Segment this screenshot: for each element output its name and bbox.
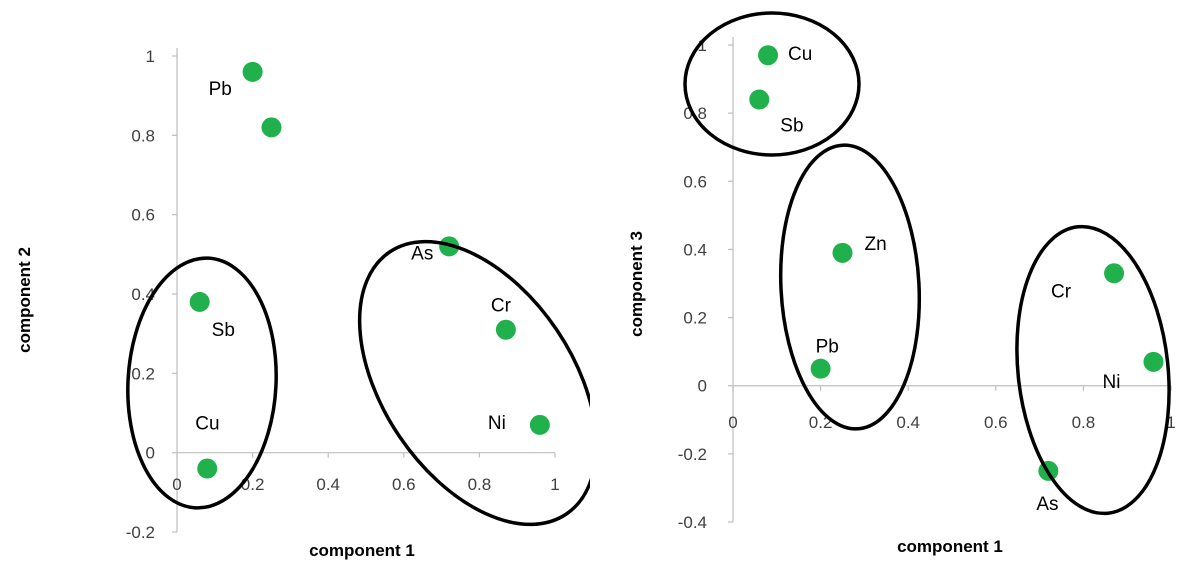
point-label-pb: Pb [816,337,839,358]
data-point-cu [758,45,779,66]
x-tick-label: 0.4 [896,413,920,432]
y-tick-label: 0.6 [131,206,155,225]
x-tick-label: 0 [728,413,737,432]
y-tick-label: -0.2 [126,523,155,542]
data-point-sb [749,89,770,110]
point-label-cu: Cu [788,44,812,65]
y-tick-label: 1 [698,36,707,55]
cluster-ellipse [683,11,861,157]
data-point-cr [1104,263,1125,284]
x-tick-label: 0.4 [316,475,340,494]
data-point-pb [242,61,263,82]
point-label-sb: Sb [780,116,803,137]
scatter-plot-component-1-vs-3: -0.4 -0.2 0 0.2 0.4 0.6 0.8 1 0 0.2 0.4 0.6 0.8 1 comp… [600,0,1179,564]
data-point [261,117,282,138]
data-point-cu [197,458,218,479]
point-label-cr: Cr [491,296,512,317]
y-tick-label: 0.4 [683,240,707,259]
point-label-zn: Zn [865,234,887,255]
point-label-as: As [1036,494,1058,515]
x-tick-label: 0.8 [1072,413,1096,432]
x-tick-label: 0.2 [241,475,265,494]
cluster-ellipse [778,143,922,431]
x-tick-label: 1 [1166,413,1175,432]
data-point-ni [529,414,550,435]
point-label-cu: Cu [195,414,219,435]
cluster-ellipse [357,239,590,527]
y-tick-label: 0 [698,377,707,396]
x-axis-title: component 1 [309,541,415,560]
y-tick-label: -0.4 [678,513,707,532]
x-tick-label: 0.8 [468,475,492,494]
y-axis-title: component 2 [15,247,34,353]
y-axis-title: component 3 [627,231,646,337]
data-point-cr [495,319,516,340]
x-tick-label: 1 [550,475,559,494]
y-tick-label: 0.8 [131,126,155,145]
scatter-plot-right-svg: -0.4-0.200.20.40.60.810 0.2 0.4 0.6 0.8 1comp… [627,11,1176,556]
point-label-ni: Ni [488,413,506,434]
data-point-sb [189,291,210,312]
cluster-ellipse [126,256,278,510]
data-point-pb [810,358,831,379]
point-label-sb: Sb [212,320,235,341]
y-tick-label: 0.6 [683,172,707,191]
x-tick-label: 0.6 [392,475,416,494]
scatter-plot-left-svg: -0.200.20.40.60.810 0.2 0.4 0.6 0.8 1componen… [15,47,590,560]
x-tick-label: 0 [172,475,181,494]
point-label-as: As [411,243,433,264]
y-tick-label: 0.2 [683,309,707,328]
y-tick-label: 0 [146,444,155,463]
point-label-ni: Ni [1102,372,1120,393]
y-tick-label: -0.2 [678,445,707,464]
data-point-ni [1143,351,1164,372]
scatter-plot-component-1-vs-2: -0.2 0 0.2 0.4 0.6 0.8 1 0 0.2 0.4 0.6 0.8 1 componen… [15,47,590,560]
y-tick-label: 1 [146,47,155,66]
x-tick-label: 0.6 [984,413,1008,432]
point-label-cr: Cr [1051,281,1072,302]
data-point-zn [832,242,853,263]
x-axis-title: component 1 [897,537,1003,556]
point-label-pb: Pb [209,79,232,100]
cluster-ellipse [1015,224,1171,516]
y-tick-label: 0.2 [131,364,155,383]
